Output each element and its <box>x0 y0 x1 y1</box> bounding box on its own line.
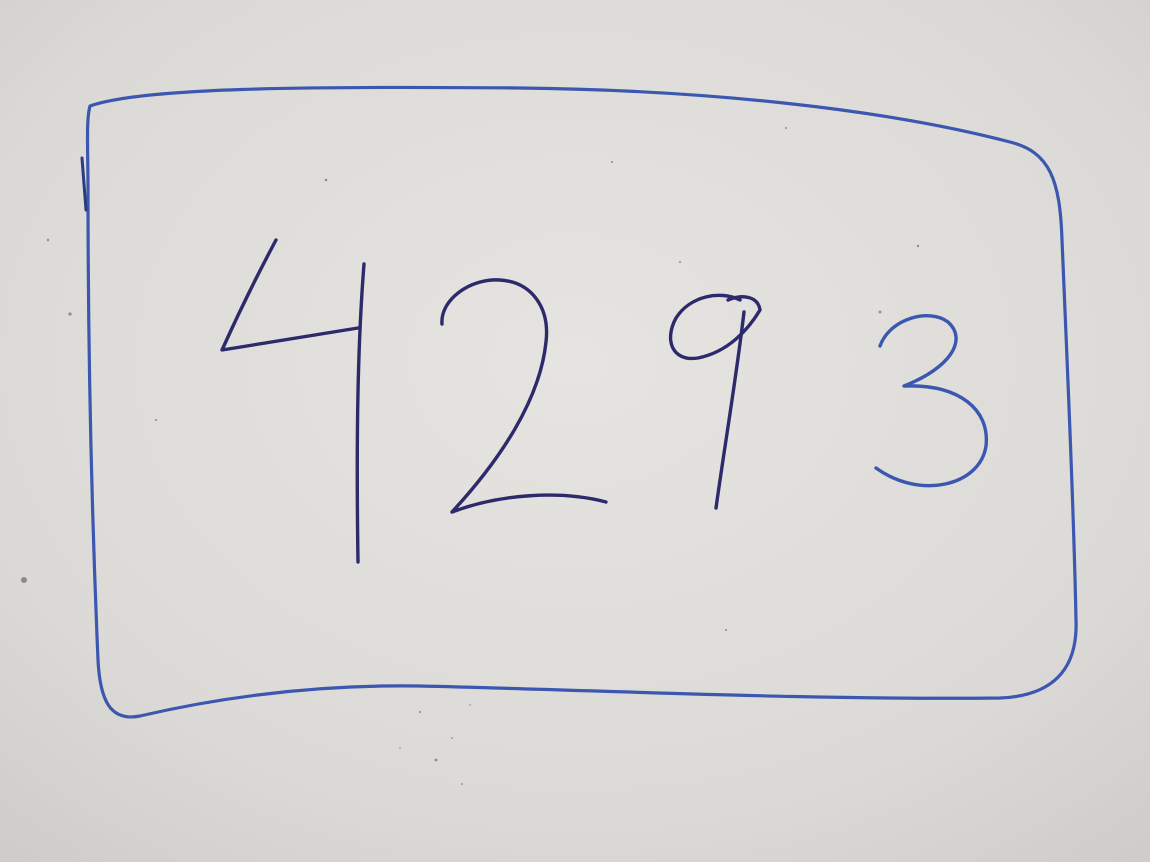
digit-2 <box>440 278 608 514</box>
digit-3 <box>874 314 988 488</box>
board-specks <box>21 127 920 785</box>
ink-border-frame <box>85 85 1078 719</box>
digit-9 <box>668 293 762 510</box>
ink-border-overlap <box>80 156 88 212</box>
digit-4 <box>220 238 366 564</box>
